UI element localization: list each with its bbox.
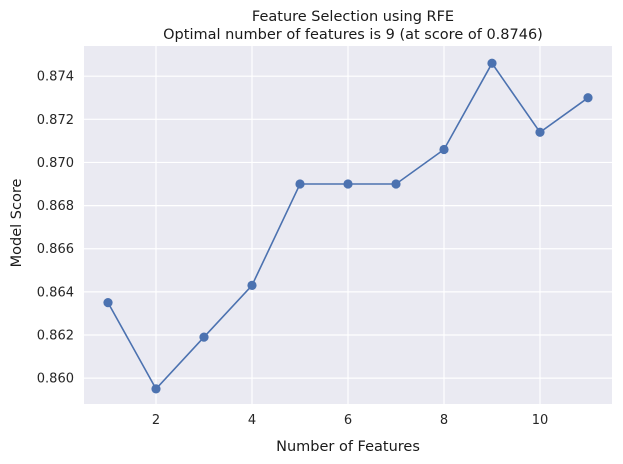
data-point xyxy=(439,144,449,155)
x-tick-label: 6 xyxy=(344,413,352,428)
chart-subtitle: Optimal number of features is 9 (at scor… xyxy=(163,27,543,43)
chart-title: Feature Selection using RFE xyxy=(252,9,454,25)
x-axis-label: Number of Features xyxy=(276,439,420,455)
data-point xyxy=(487,58,497,68)
data-point xyxy=(247,280,257,290)
tick-labels: 2 4 6 8 10 0.860 0.862 0.864 0.866 0.868 0.870 0.87… xyxy=(37,70,548,428)
y-axis-label: Model Score xyxy=(9,179,25,268)
y-tick-label: 0.868 xyxy=(37,199,74,214)
y-tick-label: 0.870 xyxy=(37,156,74,171)
y-tick-label: 0.862 xyxy=(37,328,74,343)
y-tick-label: 0.874 xyxy=(37,70,74,85)
x-tick-label: 8 xyxy=(440,413,448,428)
data-point xyxy=(295,179,305,189)
y-tick-label: 0.864 xyxy=(37,285,74,300)
data-point xyxy=(103,298,113,308)
data-point xyxy=(199,332,209,342)
data-point xyxy=(583,93,593,103)
y-tick-label: 0.860 xyxy=(37,372,74,387)
x-tick-label: 4 xyxy=(248,413,256,428)
data-point xyxy=(151,384,161,394)
data-point xyxy=(391,179,401,189)
grid xyxy=(84,46,612,404)
series-line xyxy=(103,58,593,394)
x-tick-label: 2 xyxy=(152,413,160,428)
y-tick-label: 0.872 xyxy=(37,113,74,128)
data-point xyxy=(535,127,545,137)
data-point xyxy=(343,179,353,189)
x-tick-label: 10 xyxy=(532,413,549,428)
y-tick-label: 0.866 xyxy=(37,242,74,257)
